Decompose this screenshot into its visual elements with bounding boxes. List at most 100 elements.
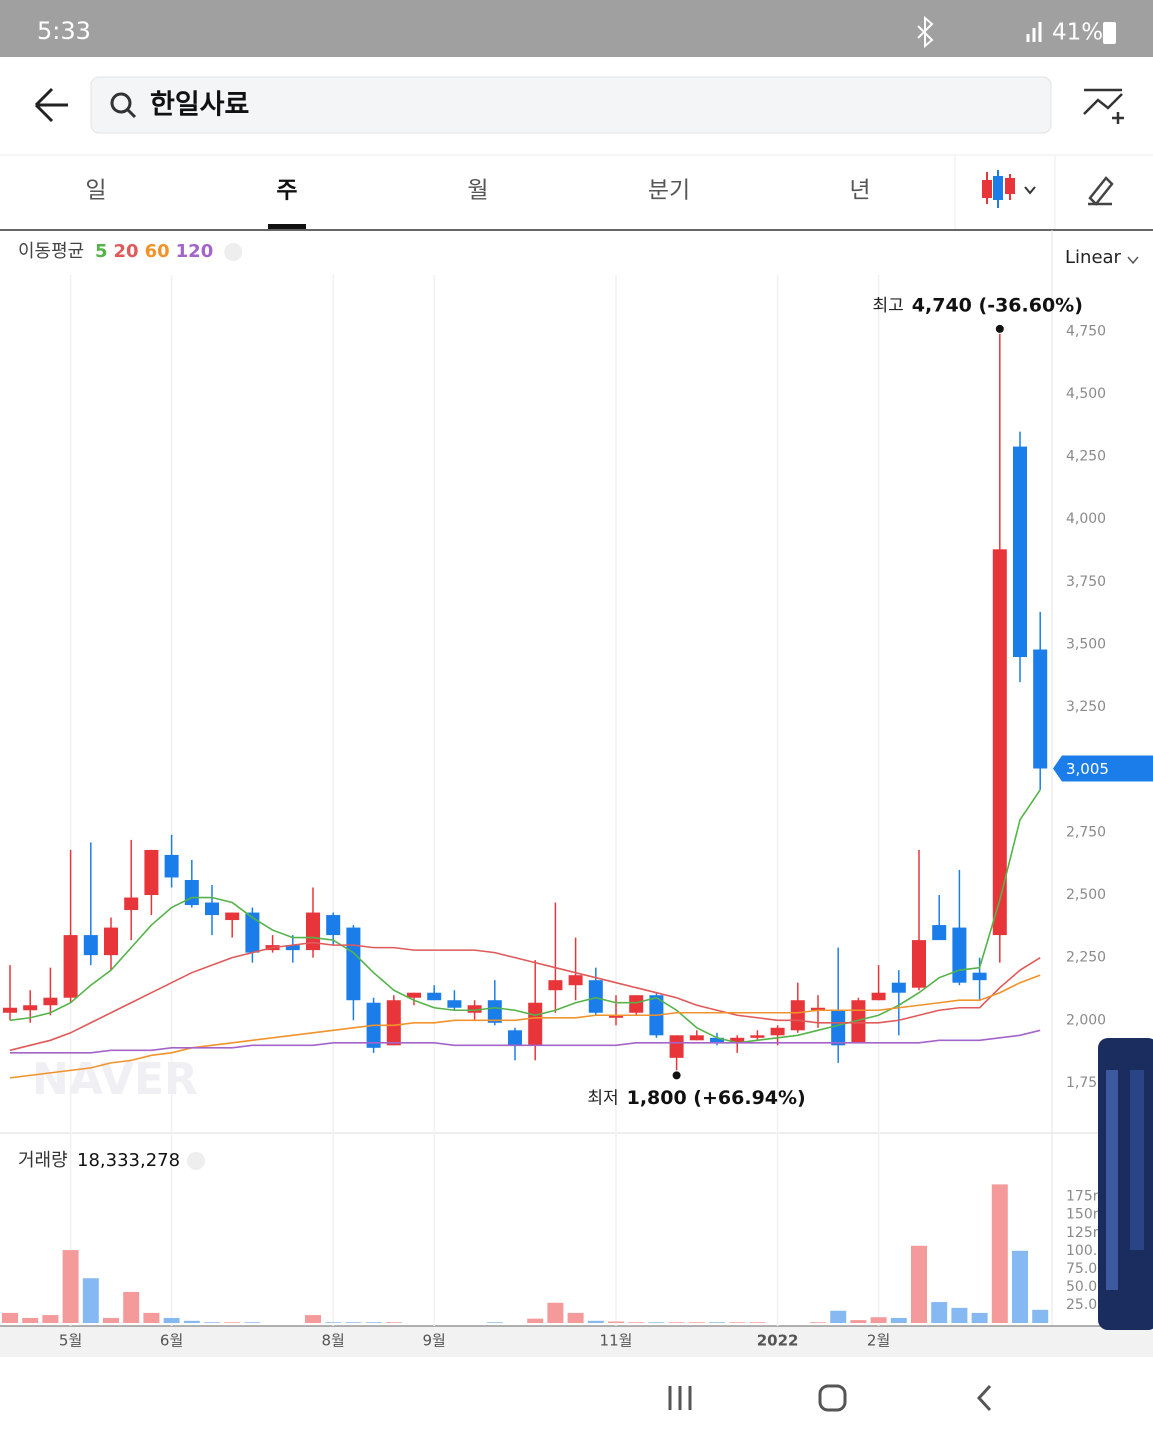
candle-body	[710, 1037, 724, 1043]
volume-bar	[486, 1322, 503, 1323]
low-marker	[672, 1071, 681, 1080]
volume-bar	[123, 1291, 140, 1323]
volume-bar	[668, 1322, 685, 1323]
low-annotation-value: 1,800 (+66.94%)	[627, 1087, 806, 1109]
volume-bar	[2, 1312, 18, 1323]
bluetooth-icon	[917, 15, 934, 49]
volume-title: 거래량	[18, 1150, 68, 1171]
period-tab[interactable]: 분기	[648, 178, 690, 204]
low-annotation-label: 최저	[587, 1088, 618, 1108]
candle-body	[972, 972, 987, 981]
x-tick-label: 2022	[757, 1332, 799, 1350]
volume-bar	[42, 1315, 59, 1323]
period-tab[interactable]: 년	[849, 178, 870, 204]
home-button[interactable]	[818, 1384, 847, 1412]
grid	[69, 275, 880, 1326]
draw-button[interactable]	[1088, 176, 1114, 206]
candle-body	[669, 1035, 684, 1058]
recents-button[interactable]	[668, 1386, 692, 1410]
search-query[interactable]: 한일사료	[150, 90, 249, 121]
x-axis-band	[0, 1326, 1153, 1357]
status-bar	[0, 0, 1153, 57]
volume-bar	[628, 1322, 645, 1323]
status-time: 5:33	[37, 17, 91, 45]
volume-total: 18,333,278	[77, 1150, 180, 1171]
moving-average-line	[9, 789, 1041, 1044]
candle-body	[326, 915, 341, 936]
volume-tick-label: 175m	[1066, 1189, 1106, 1205]
candle-body	[790, 1000, 805, 1031]
period-tab[interactable]: 일	[85, 178, 106, 204]
ma-legend: 5 20 60 120	[95, 241, 243, 262]
candle-body	[932, 925, 947, 941]
y-tick-label: 4,750	[1066, 323, 1106, 339]
candle-body	[871, 992, 886, 1001]
chart-type-button[interactable]	[982, 170, 1036, 208]
y-tick-label: 3,250	[1066, 699, 1106, 715]
y-tick-label: 2,250	[1066, 950, 1106, 966]
volume-bar	[971, 1312, 988, 1323]
volume-bar	[810, 1322, 826, 1323]
y-tick-label: 3,500	[1066, 637, 1106, 653]
scale-selector[interactable]: Linear	[1065, 247, 1122, 268]
candle-body	[588, 980, 603, 1013]
volume-bar	[830, 1310, 847, 1323]
nav-bar	[0, 1357, 1153, 1440]
search-box[interactable]	[90, 76, 1052, 134]
pip-video	[1106, 1070, 1118, 1290]
current-price-label: 3,005	[1066, 760, 1109, 778]
volume-bar	[709, 1322, 725, 1323]
volume-bar	[1032, 1309, 1049, 1323]
candle-body	[508, 1030, 522, 1046]
volume-bar	[749, 1322, 766, 1323]
candle-body	[609, 1015, 623, 1018]
back-nav-button[interactable]	[976, 1384, 992, 1412]
search-icon-handle	[126, 108, 137, 119]
candle-body	[164, 854, 179, 878]
candle-body	[386, 1000, 401, 1046]
volume-bar	[911, 1245, 927, 1323]
candle-body	[205, 902, 219, 916]
candle-body	[83, 935, 98, 956]
moving-average-line	[9, 974, 1041, 1079]
candle-body	[225, 912, 240, 921]
volume-bar	[1012, 1250, 1028, 1323]
compare-button[interactable]	[1083, 88, 1124, 124]
candle-body	[912, 940, 926, 988]
signal-icon	[1026, 22, 1042, 42]
y-tick-label: 4,250	[1066, 449, 1106, 465]
candle-body	[306, 912, 320, 951]
volume-bar	[365, 1322, 382, 1323]
volume-bar	[850, 1320, 867, 1323]
x-tick-label: 9월	[423, 1332, 446, 1350]
candle-body	[104, 927, 118, 956]
candle-body	[245, 912, 260, 953]
volume-bar	[931, 1302, 948, 1323]
period-tab[interactable]: 월	[467, 178, 488, 204]
volume-bar	[305, 1315, 321, 1323]
volume-bar	[325, 1322, 342, 1323]
volume-bar	[527, 1318, 544, 1323]
candle-body	[891, 982, 906, 993]
period-tab[interactable]: 주	[276, 178, 297, 204]
volume-bar	[82, 1278, 99, 1323]
volume-bar	[204, 1322, 220, 1323]
y-tick-label: 2,000	[1066, 1012, 1106, 1028]
volume-bar	[547, 1302, 564, 1323]
x-tick-label: 6월	[160, 1332, 183, 1350]
ma-legend-item: 60	[145, 241, 170, 262]
close-ma[interactable]	[224, 243, 243, 261]
plot	[2, 324, 1049, 1323]
volume-bar	[22, 1317, 39, 1323]
volume-bar	[567, 1312, 584, 1323]
candle-body	[811, 1007, 825, 1011]
back-button[interactable]	[34, 87, 68, 123]
x-tick-label: 8월	[322, 1332, 345, 1350]
y-tick-label: 1,750	[1066, 1075, 1106, 1091]
candle-body	[285, 945, 300, 951]
candle-body	[3, 1007, 17, 1013]
y-tick-label: 4,500	[1066, 386, 1106, 402]
volume-bar	[345, 1322, 362, 1323]
y-tick-label: 4,000	[1066, 511, 1106, 527]
close-volume[interactable]	[187, 1152, 205, 1170]
